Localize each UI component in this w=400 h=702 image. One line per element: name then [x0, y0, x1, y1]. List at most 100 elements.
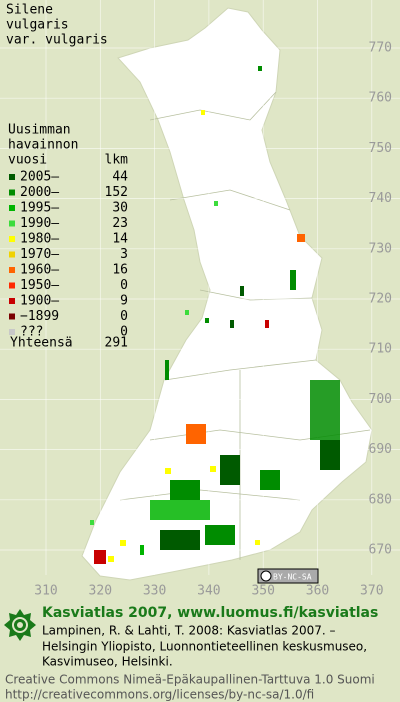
legend-label: 1990–	[20, 216, 59, 231]
dot	[205, 318, 209, 323]
legend-heading: Uusimman	[8, 123, 71, 138]
dot	[210, 466, 216, 472]
legend-label: ???	[20, 325, 43, 340]
legend-total: 291	[105, 336, 128, 351]
legend-count: 30	[112, 201, 128, 216]
legend-swatch	[9, 329, 15, 335]
title: vulgaris	[6, 18, 69, 33]
dot	[140, 545, 144, 555]
x-grid-label: 310	[34, 584, 57, 599]
y-grid-label: 680	[369, 492, 392, 507]
dot	[94, 550, 106, 564]
dot	[220, 455, 240, 485]
legend-swatch	[9, 251, 15, 258]
citation: Lampinen, R. & Lahti, T. 2008: Kasviatla…	[42, 624, 336, 638]
legend-label: 1900–	[20, 294, 59, 309]
dot	[165, 468, 171, 474]
y-grid-label: 730	[369, 241, 392, 256]
citation: Helsingin Yliopisto, Luonnontieteellinen…	[42, 640, 367, 654]
dot	[240, 286, 244, 296]
dot	[214, 201, 218, 206]
legend-swatch	[9, 189, 15, 196]
x-grid-label: 350	[251, 584, 274, 599]
legend-label: 2005–	[20, 170, 59, 185]
legend-swatch	[9, 282, 15, 289]
dot	[170, 480, 200, 500]
legend-heading: havainnon	[8, 138, 78, 153]
y-grid-label: 740	[369, 191, 392, 206]
legend-swatch	[9, 298, 15, 304]
title: Silene	[6, 3, 53, 18]
legend-label: 1980–	[20, 232, 59, 247]
y-grid-label: 770	[369, 41, 392, 56]
badge-icon	[260, 570, 272, 582]
x-grid-label: 370	[360, 584, 383, 599]
dot	[260, 470, 280, 490]
dot	[230, 320, 234, 328]
legend-label: 1970–	[20, 247, 59, 262]
footer-bg	[0, 600, 400, 702]
legend-label: 1995–	[20, 201, 59, 216]
title: var. vulgaris	[6, 33, 108, 48]
legend-count: 23	[112, 216, 128, 231]
x-grid-label: 320	[89, 584, 112, 599]
dot	[150, 500, 210, 520]
dot	[165, 360, 169, 380]
dot	[120, 540, 126, 546]
dot	[258, 66, 262, 71]
logo	[4, 609, 36, 641]
y-grid-label: 690	[369, 442, 392, 457]
badge-box	[257, 568, 319, 584]
license: Creative Commons Nimeä-Epäkaupallinen-Ta…	[5, 673, 375, 687]
dot	[201, 110, 205, 115]
license: http://creativecommons.org/licenses/by-n…	[5, 688, 314, 702]
dot	[90, 520, 94, 525]
grid	[0, 0, 400, 575]
dot	[160, 530, 200, 550]
x-grid-label: 360	[306, 584, 329, 599]
badge-text: BY-NC-SA	[273, 573, 312, 582]
y-grid-label: 700	[369, 392, 392, 407]
legend-count: 0	[120, 278, 128, 293]
dot	[297, 234, 305, 242]
legend-swatch	[9, 236, 15, 242]
legend-swatch	[9, 313, 15, 320]
legend-count: 0	[120, 325, 128, 340]
legend-count: 3	[120, 247, 128, 262]
legend-swatch	[9, 267, 15, 273]
legend-total-label: Yhteensä	[10, 336, 73, 351]
citation: Kasvimuseo, Helsinki.	[42, 655, 173, 669]
dot	[255, 540, 260, 545]
legend-label: 2000–	[20, 185, 59, 200]
legend-swatch	[9, 220, 15, 227]
dot	[108, 556, 114, 562]
dot	[290, 270, 296, 290]
dot	[320, 440, 340, 470]
legend-label: 1950–	[20, 278, 59, 293]
y-grid-label: 720	[369, 292, 392, 307]
footer-heading: Kasviatlas 2007, www.luomus.fi/kasviatla…	[42, 605, 378, 621]
legend-swatch	[9, 205, 15, 211]
dot	[185, 310, 189, 315]
legend-count: 14	[112, 232, 128, 247]
legend-column: vuosi	[8, 153, 47, 168]
x-grid-label: 330	[143, 584, 166, 599]
y-grid-label: 710	[369, 342, 392, 357]
dot	[265, 320, 269, 328]
legend-swatch	[9, 174, 15, 180]
legend-count: 16	[112, 263, 128, 278]
legend-count: 9	[120, 294, 128, 309]
logo-spiral	[12, 617, 28, 633]
logo-center	[17, 622, 23, 628]
y-grid-label: 670	[369, 543, 392, 558]
legend-count: 44	[112, 170, 128, 185]
legend-label: 1960–	[20, 263, 59, 278]
legend-column: lkm	[105, 153, 129, 168]
observations	[90, 66, 340, 564]
y-grid-label: 760	[369, 91, 392, 106]
legend-count: 152	[105, 185, 128, 200]
legend-count: 0	[120, 309, 128, 324]
legend-label: −1899	[20, 309, 59, 324]
